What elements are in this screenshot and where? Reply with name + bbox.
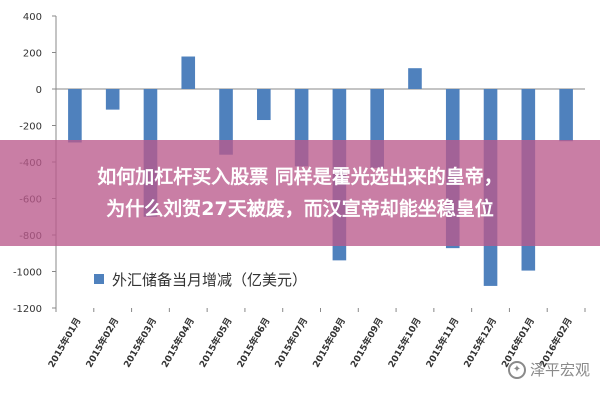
x-tick-label: 2015年02月 <box>83 316 121 370</box>
y-tick-label: -1000 <box>13 268 42 279</box>
bar <box>219 89 233 155</box>
y-tick-label: -1200 <box>13 304 42 315</box>
bar <box>559 89 573 142</box>
x-tick-label: 2015年12月 <box>461 316 499 370</box>
y-tick-label: 0 <box>36 85 42 96</box>
bar <box>105 89 120 110</box>
x-tick-label: 2015年10月 <box>385 316 423 370</box>
x-tick-label: 2015年08月 <box>310 316 348 370</box>
watermark-logo-icon: ✦ <box>507 360 526 379</box>
watermark: ✦ 泽平宏观 <box>507 359 590 380</box>
x-tick-label: 2015年04月 <box>159 316 197 370</box>
x-tick-label: 2015年11月 <box>423 316 461 370</box>
y-tick-label: 200 <box>23 49 42 60</box>
watermark-text: 泽平宏观 <box>529 361 590 379</box>
x-tick-label: 2015年09月 <box>348 316 386 370</box>
x-tick-label: 2015年03月 <box>121 316 159 370</box>
bar <box>408 68 422 89</box>
caption-text: 如何加杠杆买入股票 同样是霍光选出来的皇帝， 为什么刘贺27天被废，而汉宣帝却能… <box>97 166 503 220</box>
legend-label: 外汇储备当月增减（亿美元） <box>112 271 307 289</box>
x-tick-label: 2015年06月 <box>234 316 272 370</box>
x-tick-label: 2015年05月 <box>196 316 234 370</box>
caption-overlay: 如何加杠杆买入股票 同样是霍光选出来的皇帝， 为什么刘贺27天被废，而汉宣帝却能… <box>0 140 600 246</box>
y-tick-label: -200 <box>19 122 42 133</box>
bar <box>257 89 271 121</box>
x-tick-label: 2015年01月 <box>45 316 83 370</box>
bar <box>181 56 196 89</box>
x-tick-label: 2015年07月 <box>272 316 310 370</box>
bar <box>68 89 82 143</box>
legend-swatch <box>94 274 104 284</box>
y-tick-label: 400 <box>23 12 42 23</box>
